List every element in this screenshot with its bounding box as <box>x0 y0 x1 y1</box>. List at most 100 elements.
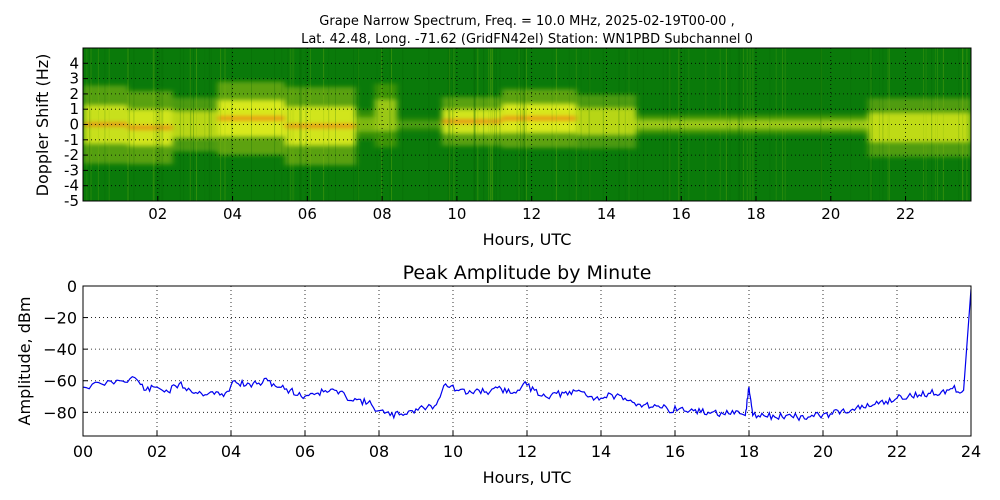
spectrogram-x-tick-label: 10 <box>447 205 466 223</box>
spectrogram-y-tick-label: -5 <box>64 192 79 210</box>
spectrogram-noise-streak <box>589 48 591 201</box>
spectrogram-noise-streak <box>784 48 786 201</box>
spectrogram-noise-streak <box>588 48 590 201</box>
spectrogram-noise-streak <box>669 48 671 201</box>
spectrogram-noise-streak <box>624 48 626 201</box>
spectrogram-noise-streak <box>925 48 927 201</box>
spectrogram-noise-streak <box>291 48 293 201</box>
spectrogram-noise-streak <box>89 48 91 201</box>
spectrogram-x-tick-label: 18 <box>746 205 765 223</box>
spectrogram-noise-streak <box>741 48 743 201</box>
spectrogram-noise-streak <box>628 48 630 201</box>
spectrogram-y-tick-label: -2 <box>64 146 79 164</box>
spectrogram-band-peak <box>284 124 356 129</box>
spectrogram-y-tick-label: 3 <box>69 70 79 88</box>
spectrogram-noise-streak <box>490 48 492 201</box>
amplitude-y-ticks: 0 −20 −40 −60 −80 <box>43 277 88 422</box>
spectrogram-noise-streak <box>523 48 525 201</box>
spectrogram-noise-streak <box>679 48 681 201</box>
spectrogram-noise-streak <box>820 48 822 201</box>
spectrogram-noise-streak <box>488 48 490 201</box>
amplitude-x-tick-label: 20 <box>813 442 833 461</box>
spectrogram-noise-streak <box>208 48 210 201</box>
spectrogram-noise-streak <box>473 48 475 201</box>
spectrogram-noise-streak <box>887 48 889 201</box>
spectrogram-noise-streak <box>152 48 154 201</box>
spectrogram-noise-streak <box>97 48 99 201</box>
spectrogram-noise-streak <box>153 48 155 201</box>
spectrogram-noise-streak <box>299 48 301 201</box>
spectrogram-noise-streak <box>678 48 680 201</box>
spectrogram-noise-streak <box>850 48 852 201</box>
spectrogram-panel: Grape Narrow Spectrum, Freq. = 10.0 MHz,… <box>33 14 972 249</box>
spectrogram-band-peak <box>501 116 577 121</box>
spectrogram-noise-streak <box>491 48 493 201</box>
spectrogram-noise-streak <box>889 48 890 201</box>
amplitude-title: Peak Amplitude by Minute <box>403 262 652 284</box>
amplitude-y-tick-label: −40 <box>43 340 77 359</box>
spectrogram-noise-streak <box>491 48 493 201</box>
spectrogram-noise-streak <box>820 48 822 201</box>
amplitude-y-label: Amplitude, dBm <box>15 297 34 426</box>
spectrogram-noise-streak <box>737 48 739 201</box>
spectrogram-noise-streak <box>882 48 884 201</box>
spectrogram-noise-streak <box>769 48 771 201</box>
spectrogram-noise-streak <box>381 48 382 201</box>
spectrogram-noise-streak <box>752 48 754 201</box>
spectrogram-noise-streak <box>495 48 497 201</box>
spectrogram-noise-streak <box>402 48 404 201</box>
spectrogram-noise-streak <box>293 48 295 201</box>
spectrogram-noise-streak <box>688 48 690 201</box>
spectrogram-noise-streak <box>162 48 164 201</box>
spectrogram-band-core <box>374 99 398 132</box>
amplitude-x-tick-label: 02 <box>147 442 167 461</box>
spectrogram-noise-streak <box>705 48 707 201</box>
spectrogram-noise-streak <box>937 48 938 201</box>
amplitude-x-tick-label: 24 <box>961 442 981 461</box>
spectrogram-noise-streak <box>220 48 222 201</box>
amplitude-frame <box>82 285 972 437</box>
spectrogram-noise-streak <box>428 48 430 201</box>
spectrogram-y-tick-label: 1 <box>69 100 79 118</box>
amplitude-x-tick-label: 14 <box>591 442 611 461</box>
amplitude-x-tick-label: 12 <box>517 442 537 461</box>
spectrogram-noise-streak <box>719 48 721 201</box>
spectrogram-noise-streak <box>580 48 582 201</box>
spectrogram-noise-streak <box>669 48 671 201</box>
amplitude-x-tick-label: 04 <box>221 442 241 461</box>
spectrogram-noise-streak <box>966 48 968 201</box>
spectrogram-noise-streak <box>782 48 784 201</box>
amplitude-y-tick-label: −60 <box>43 372 77 391</box>
spectrogram-x-tick-label: 22 <box>896 205 915 223</box>
spectrogram-noise-streak <box>204 48 206 201</box>
spectrogram-noise-streak <box>679 48 681 201</box>
spectrogram-x-label: Hours, UTC <box>483 230 572 249</box>
spectrogram-noise-streak <box>128 48 130 201</box>
spectrogram-noise-streak <box>962 48 964 201</box>
spectrogram-band-core <box>636 119 869 130</box>
spectrogram-noise-streak <box>447 48 449 201</box>
spectrogram-noise-streak <box>190 48 192 201</box>
spectrogram-noise-streak <box>305 48 307 201</box>
amplitude-y-tick-label: −80 <box>43 403 77 422</box>
spectrogram-y-tick-label: -3 <box>64 161 79 179</box>
spectrogram-noise-streak <box>526 48 527 201</box>
amplitude-x-tick-label: 18 <box>739 442 759 461</box>
amplitude-x-tick-label: 00 <box>73 442 93 461</box>
spectrogram-noise-streak <box>108 48 110 201</box>
spectrogram-x-tick-label: 12 <box>522 205 541 223</box>
spectrogram-band-core <box>868 112 971 143</box>
spectrogram-band-peak <box>217 116 285 121</box>
spectrogram-noise-streak <box>104 48 106 201</box>
spectrogram-band-peak <box>127 125 173 130</box>
spectrogram-y-tick-label: 4 <box>69 54 79 72</box>
spectrogram-noise-streak <box>520 48 521 201</box>
spectrogram-noise-streak <box>389 48 391 201</box>
amplitude-x-ticks: 00 02 04 06 08 10 12 14 16 18 20 22 24 <box>73 431 981 461</box>
spectrogram-noise-streak <box>474 48 475 201</box>
spectrogram-noise-streak <box>193 48 194 201</box>
spectrogram-noise-streak <box>637 48 639 201</box>
amplitude-y-tick-label: 0 <box>67 277 77 296</box>
spectrogram-noise-streak <box>358 48 360 201</box>
